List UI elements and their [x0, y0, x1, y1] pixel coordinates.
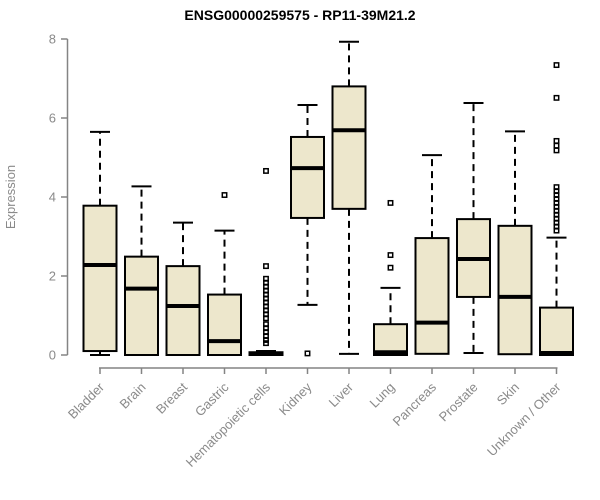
y-tick-label: 0: [49, 348, 56, 363]
outlier-point: [387, 199, 394, 206]
x-tick-label-lung: Lung: [367, 380, 398, 411]
x-tick-label-liver: Liver: [326, 379, 357, 410]
iqr-box: [82, 204, 118, 353]
outlier-point: [553, 62, 560, 69]
outlier-point: [263, 167, 269, 174]
chart-title: ENSG00000259575 - RP11-39M21.2: [184, 7, 415, 23]
iqr-box: [165, 265, 201, 356]
boxplot-breast: [165, 221, 201, 356]
x-tick-label-skin: Skin: [494, 380, 522, 408]
outlier-point: [553, 94, 560, 101]
x-tick-label-breast: Breast: [153, 379, 190, 416]
x-tick-label-pancreas: Pancreas: [390, 379, 440, 429]
iqr-box: [539, 306, 574, 357]
boxplot-kidney: [290, 103, 325, 357]
boxplot-hematopoietic-cells: [248, 167, 284, 356]
y-tick-label: 2: [49, 269, 56, 284]
iqr-box: [207, 293, 242, 357]
outlier-point: [304, 350, 311, 357]
x-tick-label-prostate: Prostate: [436, 380, 481, 425]
boxplot-bladder: [82, 130, 118, 356]
outlier-point: [221, 192, 228, 198]
x-tick-label-brain: Brain: [117, 380, 149, 412]
boxplot-prostate: [456, 101, 491, 355]
outlier-point: [263, 337, 269, 343]
boxplot-lung: [373, 199, 408, 357]
boxplot-gastric: [207, 192, 242, 357]
y-tick-label: 6: [49, 111, 56, 126]
iqr-box: [373, 323, 408, 357]
iqr-box: [414, 237, 450, 355]
boxplot-liver: [331, 40, 367, 355]
outlier-point: [263, 340, 269, 347]
outlier-point: [553, 147, 560, 154]
x-tick-label-bladder: Bladder: [65, 379, 108, 422]
outlier-point: [387, 264, 394, 271]
boxplot-skin: [497, 130, 533, 356]
y-axis: 0 2 4 6 8: [49, 32, 69, 363]
y-axis-title: Expression: [3, 165, 18, 229]
boxplot-unknown-other: [539, 62, 574, 357]
iqr-box: [331, 85, 367, 210]
iqr-box: [290, 135, 325, 219]
boxplot-brain: [124, 185, 159, 356]
outlier-point: [387, 252, 394, 259]
y-tick-label: 4: [49, 190, 56, 205]
outlier-point: [263, 315, 269, 322]
outlier-point: [553, 227, 560, 234]
outlier-point: [263, 263, 269, 270]
iqr-box: [124, 255, 159, 356]
outlier-point: [553, 137, 560, 144]
x-tick-label-kidney: Kidney: [276, 379, 315, 418]
x-tick-label-unknown-other: Unknown / Other: [484, 379, 564, 459]
y-tick-label: 8: [49, 32, 56, 47]
iqr-box: [497, 224, 533, 356]
x-tick-label-gastric: Gastric: [192, 379, 232, 419]
boxplot-pancreas: [414, 154, 450, 355]
outlier-point: [553, 142, 560, 149]
